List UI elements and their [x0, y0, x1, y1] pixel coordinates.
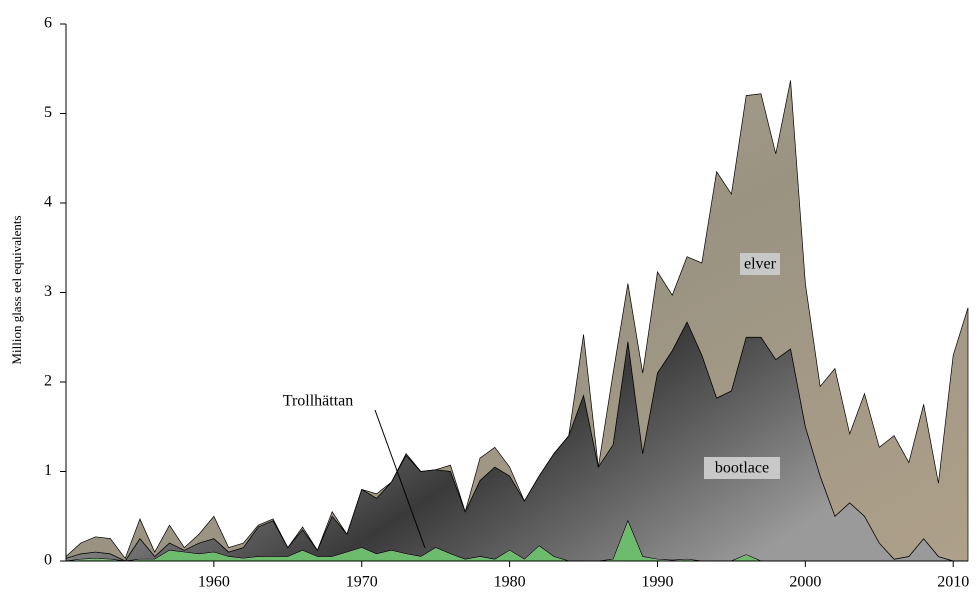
x-tick-label: 1980 [494, 574, 526, 591]
series-label: Trollhättan [283, 393, 354, 410]
y-tick-label: 0 [44, 552, 52, 569]
label-bg [704, 457, 780, 479]
annotation-line [374, 409, 426, 549]
y-tick-label: 4 [44, 194, 52, 211]
label-bg [740, 253, 780, 275]
x-tick-label: 1960 [198, 574, 230, 591]
area [65, 80, 969, 562]
x-tick-label: 1970 [346, 574, 378, 591]
y-tick-label: 3 [44, 283, 52, 300]
x-tick-label: 2000 [789, 574, 821, 591]
x-tick-label: 1990 [641, 574, 673, 591]
series-label: elver [744, 256, 777, 273]
y-tick-label: 2 [44, 373, 52, 390]
y-axis-label: Million glass eel equivalents [9, 215, 24, 364]
y-tick-label: 6 [44, 15, 52, 32]
y-tick-label: 1 [44, 462, 52, 479]
x-tick-label: 2010 [937, 574, 969, 591]
series-label: bootlace [715, 460, 769, 477]
areas [65, 80, 969, 562]
y-tick-label: 5 [44, 104, 52, 121]
